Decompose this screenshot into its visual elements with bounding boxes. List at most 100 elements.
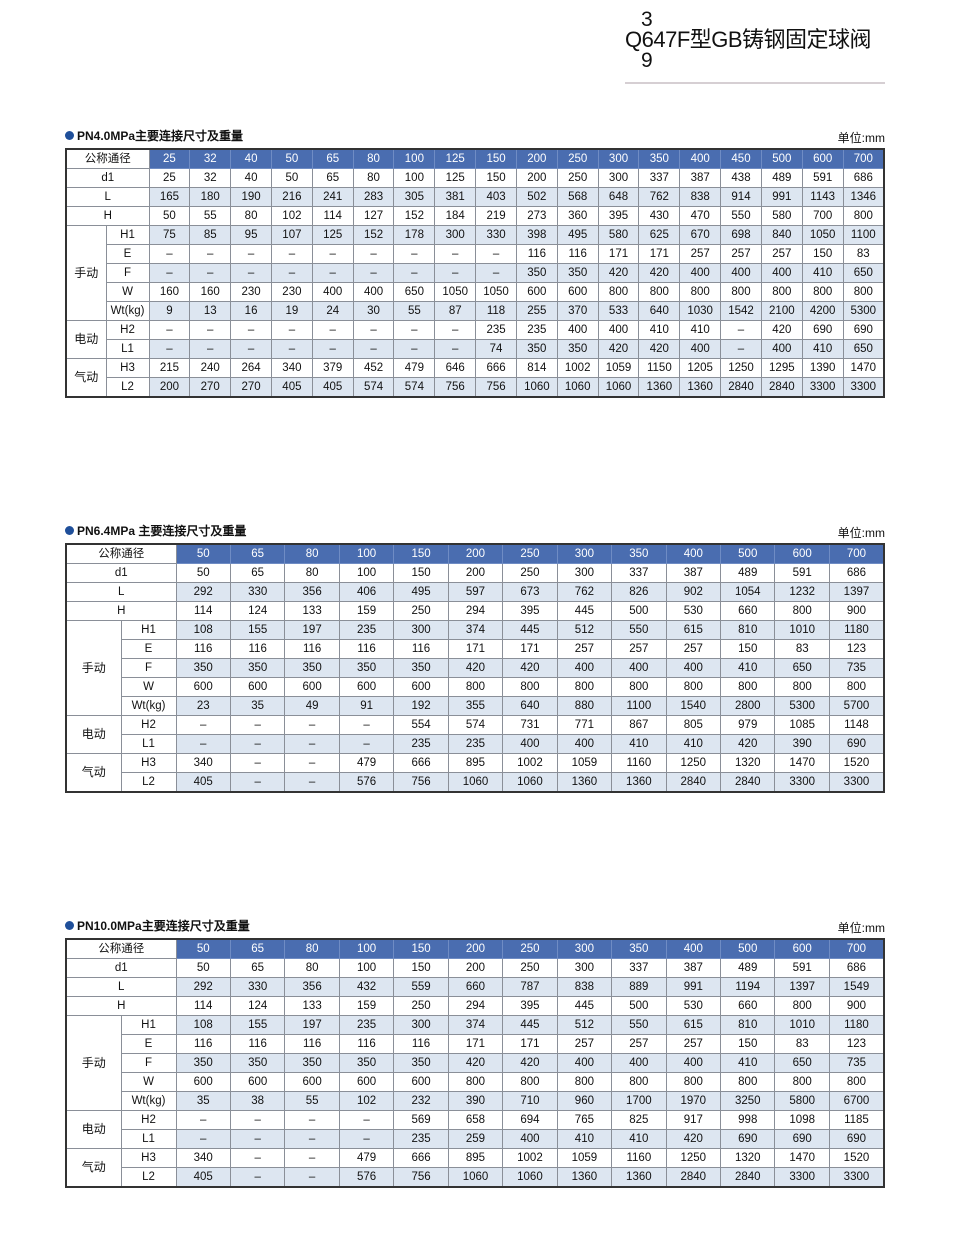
value-cell: 489	[760, 168, 803, 188]
value-cell: 1194	[720, 977, 776, 997]
value-cell: 420	[760, 320, 803, 340]
value-cell: 330	[229, 582, 286, 602]
value-cell: –	[434, 244, 477, 264]
header-size-cell: 250	[556, 148, 599, 169]
value-cell: 1059	[556, 1148, 613, 1168]
value-cell: 300	[556, 563, 613, 583]
value-cell: 1050	[801, 225, 844, 245]
value-cell: 95	[230, 225, 272, 245]
value-cell: 80	[352, 168, 395, 188]
value-cell: 171	[638, 244, 681, 264]
value-cell: –	[189, 320, 232, 340]
value-cell: 690	[720, 1129, 776, 1149]
value-cell: 257	[556, 1034, 613, 1054]
value-cell: 400	[556, 658, 613, 678]
header-size-cell: 50	[175, 543, 231, 564]
value-cell: 300	[434, 225, 477, 245]
value-cell: 800	[828, 677, 885, 697]
value-cell: 87	[434, 301, 477, 321]
value-cell: 1010	[774, 1015, 830, 1035]
value-cell: 500	[611, 601, 667, 621]
value-cell: 640	[638, 301, 681, 321]
group-label-electric: 电动	[65, 320, 107, 359]
value-cell: 305	[393, 187, 436, 207]
table-row: E 116 116 116 116 116 171 171 257 257 257 150 83 123	[66, 1034, 885, 1054]
value-cell: 259	[447, 1129, 504, 1149]
value-cell: 337	[638, 168, 681, 188]
value-cell: 356	[284, 582, 340, 602]
value-cell: 420	[597, 339, 640, 359]
value-cell: 568	[556, 187, 599, 207]
value-cell: 356	[284, 977, 340, 997]
value-cell: 762	[556, 582, 613, 602]
value-cell: 127	[352, 206, 395, 226]
value-cell: 800	[801, 282, 844, 302]
dimension-table: 公称通径 50 65 80 100 150 200 250 300 350 400 500 600 700…	[65, 938, 885, 1188]
value-cell: 420	[447, 658, 504, 678]
value-cell: 232	[393, 1091, 449, 1111]
header-size-cell: 300	[556, 938, 613, 959]
value-cell: 445	[502, 620, 558, 640]
row-label: L1	[105, 339, 150, 359]
header-size-cell: 150	[393, 543, 449, 564]
value-cell: 1060	[502, 1167, 558, 1188]
value-cell: 889	[611, 977, 667, 997]
value-cell: –	[393, 263, 436, 283]
value-cell: 13	[189, 301, 232, 321]
value-cell: 159	[338, 601, 395, 621]
value-cell: 600	[175, 677, 231, 697]
value-cell: 670	[679, 225, 722, 245]
value-cell: –	[229, 772, 286, 793]
value-cell: 294	[447, 601, 504, 621]
value-cell: 133	[284, 601, 340, 621]
value-cell: 2800	[720, 696, 776, 716]
value-cell: 756	[475, 377, 517, 398]
value-cell: 787	[502, 977, 558, 997]
value-cell: 1010	[774, 620, 830, 640]
row-label: E	[120, 1034, 177, 1054]
value-cell: –	[284, 1110, 340, 1130]
value-cell: 800	[556, 1072, 613, 1092]
value-cell: 133	[284, 996, 340, 1016]
value-cell: 800	[774, 601, 830, 621]
header-size-cell: 200	[515, 148, 558, 169]
value-cell: 1160	[611, 1148, 667, 1168]
value-cell: 74	[475, 339, 517, 359]
value-cell: 387	[679, 168, 722, 188]
dimension-table: 公称通径 25 32 40 50 65 80 100 125 150 200 250 300 350 400…	[65, 148, 885, 398]
value-cell: 83	[842, 244, 885, 264]
value-cell: 800	[774, 996, 830, 1016]
value-cell: 2840	[720, 1167, 776, 1188]
header-row: 公称通径 50 65 80 100 150 200 250 300 350 400 500 600 700	[65, 938, 885, 959]
header-size-cell: 100	[338, 938, 395, 959]
value-cell: –	[230, 339, 272, 359]
value-cell: –	[284, 1148, 340, 1168]
header-size-cell: 200	[447, 938, 504, 959]
value-cell: 107	[270, 225, 313, 245]
value-cell: 350	[556, 339, 599, 359]
value-cell: 650	[774, 658, 830, 678]
group-label-pneumatic: 气动	[65, 358, 107, 398]
table-row: d1 50 65 80 100 150 200 250 300 337 387 489 591 686	[65, 958, 885, 978]
value-cell: 150	[720, 1034, 776, 1054]
unit-label: 单位:mm	[837, 526, 885, 540]
header-size-cell: 450	[720, 148, 762, 169]
section-pn64: PN6.4MPa 主要连接尺寸及重量 单位:mm 公称通径 50 65 80 100 150 2…	[65, 523, 885, 793]
table-row: L 165 180 190 216 241 283 305 381 403 502 568 648 762…	[65, 187, 885, 207]
value-cell: 91	[338, 696, 395, 716]
value-cell: 116	[229, 1034, 286, 1054]
value-cell: 192	[393, 696, 449, 716]
value-cell: 1970	[665, 1091, 722, 1111]
table-row: 电动 H2– – – – – – – –235 235 400 400 410 410–420 690 690	[65, 320, 885, 359]
value-cell: 3300	[828, 1167, 885, 1188]
value-cell: 550	[611, 620, 667, 640]
table-row: L1– – – –235 235 400 400 410 410 420 390 690	[66, 734, 885, 754]
value-cell: –	[434, 320, 477, 340]
value-cell: 171	[597, 244, 640, 264]
value-cell: 257	[679, 244, 722, 264]
header-label-nominal-size: 公称通径	[65, 148, 150, 169]
value-cell: 294	[447, 996, 504, 1016]
table-row: 气动 H3 340– –479 666 895 1002 1059 1160 1250 1320 14…	[65, 1148, 885, 1188]
value-cell: 550	[720, 206, 762, 226]
header-size-cell: 350	[638, 148, 681, 169]
